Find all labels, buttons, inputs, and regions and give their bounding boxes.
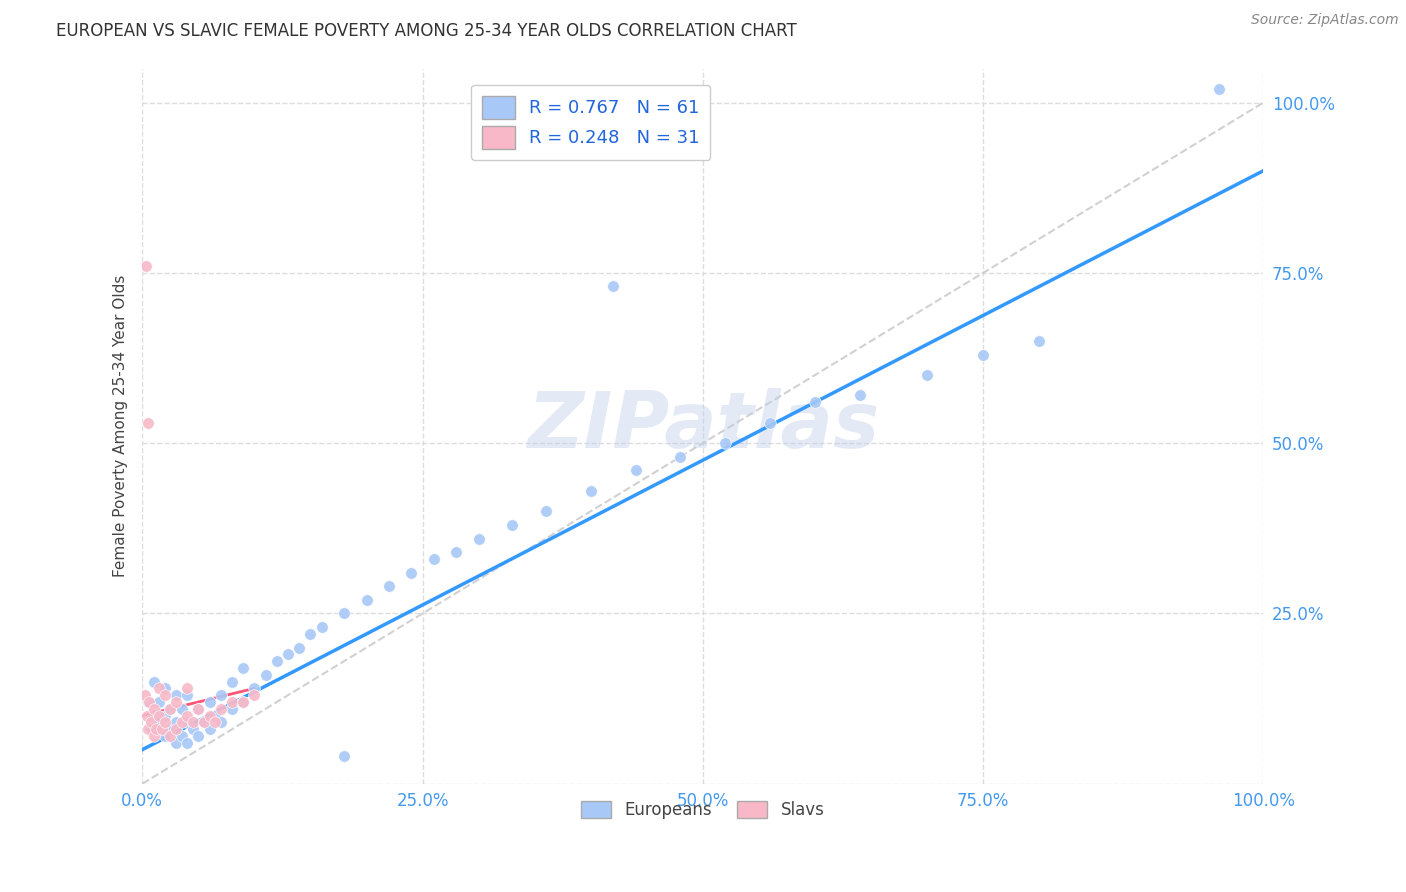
Point	[972, 348, 994, 362]
Point	[198, 695, 221, 709]
Point	[153, 688, 176, 702]
Point	[232, 661, 254, 675]
Point	[209, 688, 232, 702]
Point	[187, 702, 209, 716]
Point	[134, 688, 156, 702]
Legend: Europeans, Slavs: Europeans, Slavs	[575, 794, 831, 825]
Point	[333, 749, 356, 764]
Point	[288, 640, 311, 655]
Point	[423, 552, 446, 566]
Point	[165, 688, 187, 702]
Point	[209, 702, 232, 716]
Point	[153, 708, 176, 723]
Point	[401, 566, 423, 580]
Point	[333, 607, 356, 621]
Point	[176, 708, 198, 723]
Point	[444, 545, 467, 559]
Point	[602, 279, 624, 293]
Point	[243, 681, 266, 696]
Point	[148, 695, 170, 709]
Point	[714, 436, 737, 450]
Point	[266, 654, 288, 668]
Point	[159, 702, 181, 716]
Point	[467, 532, 489, 546]
Point	[759, 416, 782, 430]
Point	[299, 627, 322, 641]
Point	[209, 715, 232, 730]
Point	[148, 708, 170, 723]
Point	[181, 723, 204, 737]
Point	[136, 723, 159, 737]
Point	[142, 674, 165, 689]
Point	[198, 708, 221, 723]
Point	[198, 723, 221, 737]
Point	[141, 723, 163, 737]
Point	[135, 708, 157, 723]
Point	[221, 695, 243, 709]
Point	[193, 715, 215, 730]
Text: ZIPatlas: ZIPatlas	[527, 388, 879, 464]
Point	[170, 715, 193, 730]
Point	[176, 715, 198, 730]
Point	[165, 723, 187, 737]
Point	[142, 729, 165, 743]
Point	[170, 729, 193, 743]
Point	[165, 715, 187, 730]
Text: EUROPEAN VS SLAVIC FEMALE POVERTY AMONG 25-34 YEAR OLDS CORRELATION CHART: EUROPEAN VS SLAVIC FEMALE POVERTY AMONG …	[56, 22, 797, 40]
Point	[277, 648, 299, 662]
Point	[187, 702, 209, 716]
Point	[159, 729, 181, 743]
Point	[534, 504, 557, 518]
Point	[221, 702, 243, 716]
Point	[136, 416, 159, 430]
Point	[187, 729, 209, 743]
Point	[193, 715, 215, 730]
Point	[159, 702, 181, 716]
Point	[145, 723, 167, 737]
Point	[1208, 82, 1230, 96]
Point	[176, 688, 198, 702]
Point	[204, 708, 226, 723]
Point	[176, 681, 198, 696]
Point	[181, 715, 204, 730]
Point	[165, 736, 187, 750]
Point	[1028, 334, 1050, 348]
Point	[624, 463, 647, 477]
Point	[915, 368, 938, 382]
Point	[356, 592, 378, 607]
Point	[153, 681, 176, 696]
Point	[311, 620, 333, 634]
Point	[152, 723, 174, 737]
Point	[804, 395, 827, 409]
Point	[159, 723, 181, 737]
Y-axis label: Female Poverty Among 25-34 Year Olds: Female Poverty Among 25-34 Year Olds	[114, 275, 128, 577]
Point	[165, 695, 187, 709]
Point	[135, 259, 157, 273]
Text: Source: ZipAtlas.com: Source: ZipAtlas.com	[1251, 13, 1399, 28]
Point	[221, 674, 243, 689]
Point	[141, 715, 163, 730]
Point	[142, 708, 165, 723]
Point	[153, 715, 176, 730]
Point	[232, 695, 254, 709]
Point	[243, 688, 266, 702]
Point	[579, 483, 602, 498]
Point	[138, 695, 160, 709]
Point	[153, 729, 176, 743]
Point	[378, 579, 401, 593]
Point	[148, 681, 170, 696]
Point	[254, 667, 277, 681]
Point	[849, 388, 872, 402]
Point	[148, 715, 170, 730]
Point	[501, 517, 523, 532]
Point	[170, 702, 193, 716]
Point	[176, 736, 198, 750]
Point	[204, 715, 226, 730]
Point	[669, 450, 692, 464]
Point	[142, 702, 165, 716]
Point	[232, 695, 254, 709]
Point	[136, 695, 159, 709]
